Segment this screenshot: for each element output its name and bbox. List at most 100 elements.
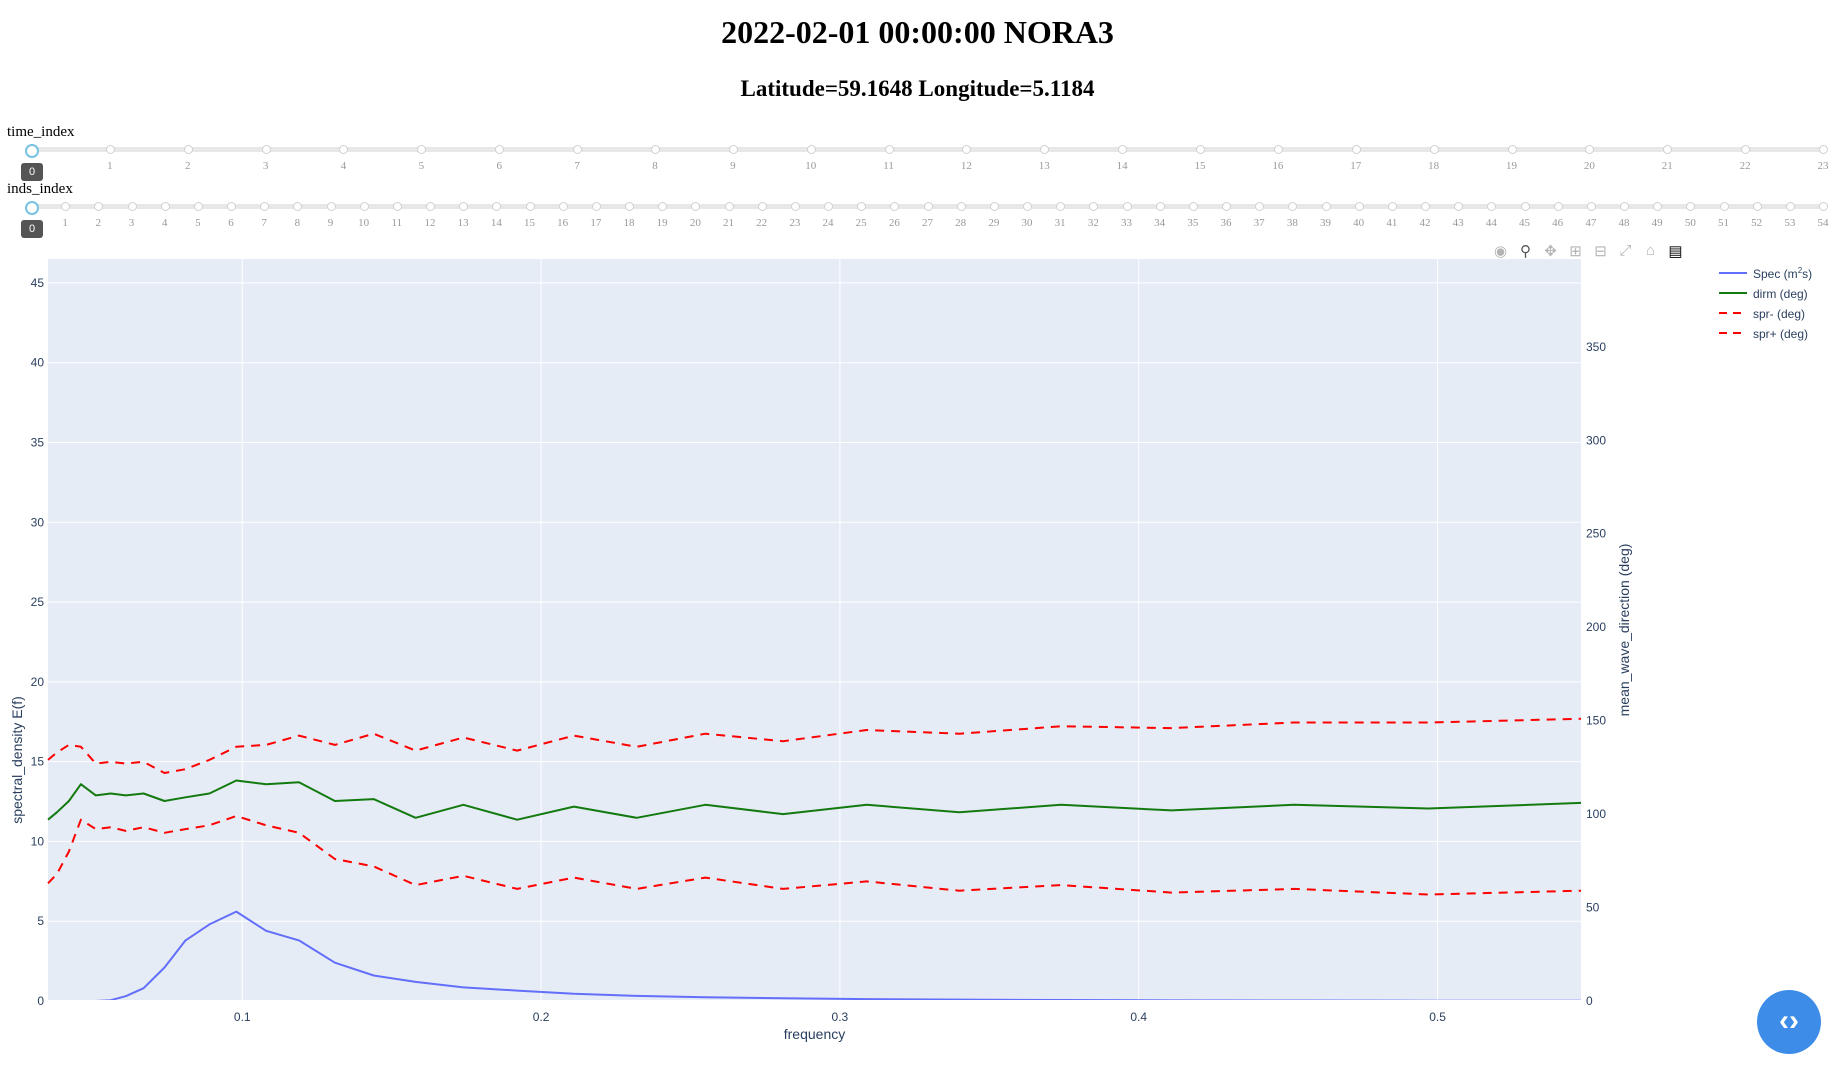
time-index-tick-dot[interactable]: [261, 145, 271, 154]
time-index-tick-dot[interactable]: [1196, 145, 1206, 154]
inds-index-tick-dot[interactable]: [1520, 202, 1530, 211]
time-index-tick-dot[interactable]: [884, 145, 894, 154]
inds-index-tick-dot[interactable]: [1255, 202, 1265, 211]
inds-index-tick-dot[interactable]: [426, 202, 435, 211]
time-index-tick-dot[interactable]: [1585, 145, 1595, 154]
time-index-tick-dot[interactable]: [183, 145, 193, 154]
time-index-tick-dot[interactable]: [1273, 145, 1283, 154]
time-index-tick-dot[interactable]: [1663, 145, 1673, 154]
inds-index-tick-dot[interactable]: [1354, 202, 1364, 211]
zoom-icon[interactable]: ⚲: [1520, 243, 1531, 260]
inds-index-tick-dot[interactable]: [1023, 202, 1032, 211]
inds-index-tick-dot[interactable]: [824, 202, 833, 211]
inds-index-tick-dot[interactable]: [1719, 202, 1729, 211]
series-line-spr-plus[interactable]: [47, 717, 1582, 774]
inds-index-tick-dot[interactable]: [890, 202, 900, 211]
inds-index-tick-dot[interactable]: [227, 202, 236, 211]
inds-index-tick-dot[interactable]: [1222, 202, 1231, 211]
inds-index-tick-dot[interactable]: [127, 202, 137, 211]
series-line-spr-minus[interactable]: [47, 815, 1582, 896]
zoom-in-icon[interactable]: ⊞: [1569, 243, 1582, 260]
inds-index-tick-dot[interactable]: [1155, 202, 1165, 211]
inds-index-tick-dot[interactable]: [492, 202, 502, 211]
legend-label-spr-minus[interactable]: spr- (deg): [1753, 307, 1805, 321]
inds-index-tick-dot[interactable]: [1089, 202, 1099, 211]
time-index-tick-dot[interactable]: [1040, 145, 1050, 154]
inds-index-tick-dot[interactable]: [1620, 202, 1629, 211]
time-index-tick-dot[interactable]: [650, 145, 660, 154]
inds-index-tick-dot[interactable]: [923, 202, 933, 211]
inds-index-tick-dot[interactable]: [193, 202, 203, 211]
inds-index-tick-dot[interactable]: [724, 202, 734, 211]
inds-index-tick-dot[interactable]: [625, 202, 634, 211]
inds-index-tick-dot[interactable]: [1586, 202, 1596, 211]
legend-label-spec[interactable]: Spec (m2s): [1753, 266, 1812, 281]
inds-index-slider-handle[interactable]: [25, 201, 39, 215]
autoscale-icon[interactable]: ⤢: [1619, 242, 1632, 259]
inds-index-tick-dot[interactable]: [326, 202, 336, 211]
inds-index-tick-dot[interactable]: [989, 202, 999, 211]
time-index-tick-dot[interactable]: [105, 145, 115, 154]
legend-label-dirm[interactable]: dirm (deg): [1753, 287, 1808, 301]
inds-index-tick-dot[interactable]: [790, 202, 800, 211]
inds-index-tick-dot[interactable]: [857, 202, 867, 211]
time-index-tick-label: 8: [652, 160, 658, 172]
inds-index-tick-dot[interactable]: [658, 202, 668, 211]
time-index-tick-dot[interactable]: [1741, 145, 1751, 154]
inds-index-tick-dot[interactable]: [260, 202, 270, 211]
legend[interactable]: Spec (m2s) dirm (deg) spr- (deg) spr+ (d…: [1719, 266, 1812, 341]
inds-index-tick-dot[interactable]: [293, 202, 303, 211]
inds-index-tick-dot[interactable]: [459, 202, 469, 211]
inds-index-tick-dot[interactable]: [160, 202, 170, 211]
time-index-tick-dot[interactable]: [962, 145, 972, 154]
time-index-tick-dot[interactable]: [1118, 145, 1128, 154]
time-index-slider-rail[interactable]: [28, 147, 1827, 152]
inds-index-tick-dot[interactable]: [1454, 202, 1464, 211]
inds-index-tick-dot[interactable]: [61, 202, 71, 211]
inds-index-tick-dot[interactable]: [1653, 202, 1663, 211]
time-index-tick-dot[interactable]: [1351, 145, 1361, 154]
inds-index-tick-dot[interactable]: [1785, 202, 1795, 211]
pan-icon[interactable]: ✥: [1544, 243, 1557, 260]
plotly-logo-icon[interactable]: ▤: [1668, 243, 1683, 260]
time-index-tick-dot[interactable]: [417, 145, 427, 154]
inds-index-tick-dot[interactable]: [591, 202, 601, 211]
inds-index-tick-dot[interactable]: [1553, 202, 1563, 211]
camera-icon[interactable]: ◉: [1493, 243, 1508, 260]
inds-index-tick-dot[interactable]: [1819, 202, 1828, 211]
inds-index-tick-dot[interactable]: [691, 202, 701, 211]
inds-index-tick-label: 37: [1253, 217, 1265, 229]
inds-index-tick-dot[interactable]: [757, 202, 767, 211]
inds-index-tick-label: 44: [1485, 217, 1497, 229]
zoom-out-icon[interactable]: ⊟: [1594, 243, 1607, 260]
inds-index-tick-dot[interactable]: [1321, 202, 1331, 211]
inds-index-tick-dot[interactable]: [1056, 202, 1066, 211]
inds-index-tick-dot[interactable]: [1686, 202, 1696, 211]
inds-index-tick-dot[interactable]: [94, 202, 104, 211]
inds-index-tick-dot[interactable]: [1188, 202, 1198, 211]
time-index-tick-dot[interactable]: [573, 145, 583, 154]
time-index-slider-handle[interactable]: [25, 144, 39, 158]
inds-index-tick-dot[interactable]: [956, 202, 966, 211]
time-index-tick-dot[interactable]: [1429, 145, 1439, 154]
time-index-tick-dot[interactable]: [728, 145, 738, 154]
inds-index-tick-dot[interactable]: [1487, 202, 1497, 211]
time-index-tick-dot[interactable]: [1507, 145, 1517, 154]
series-line-dirm[interactable]: [47, 779, 1582, 821]
inds-index-tick-dot[interactable]: [392, 202, 402, 211]
inds-index-tick-dot[interactable]: [525, 202, 535, 211]
time-index-tick-dot[interactable]: [806, 145, 816, 154]
inds-index-tick-dot[interactable]: [359, 202, 369, 211]
inds-index-tick-dot[interactable]: [1122, 202, 1132, 211]
time-index-tick-dot[interactable]: [339, 145, 349, 154]
inds-index-tick-dot[interactable]: [1387, 202, 1397, 211]
time-index-tick-dot[interactable]: [1819, 145, 1828, 154]
time-index-tick-dot[interactable]: [495, 145, 505, 154]
inds-index-tick-dot[interactable]: [558, 202, 568, 211]
code-toggle-button[interactable]: ‹›: [1757, 990, 1821, 1054]
inds-index-tick-dot[interactable]: [1421, 202, 1430, 211]
inds-index-tick-dot[interactable]: [1752, 202, 1762, 211]
reset-axes-icon[interactable]: ⌂: [1645, 242, 1656, 259]
inds-index-tick-dot[interactable]: [1288, 202, 1298, 211]
legend-label-spr-plus[interactable]: spr+ (deg): [1753, 327, 1808, 341]
